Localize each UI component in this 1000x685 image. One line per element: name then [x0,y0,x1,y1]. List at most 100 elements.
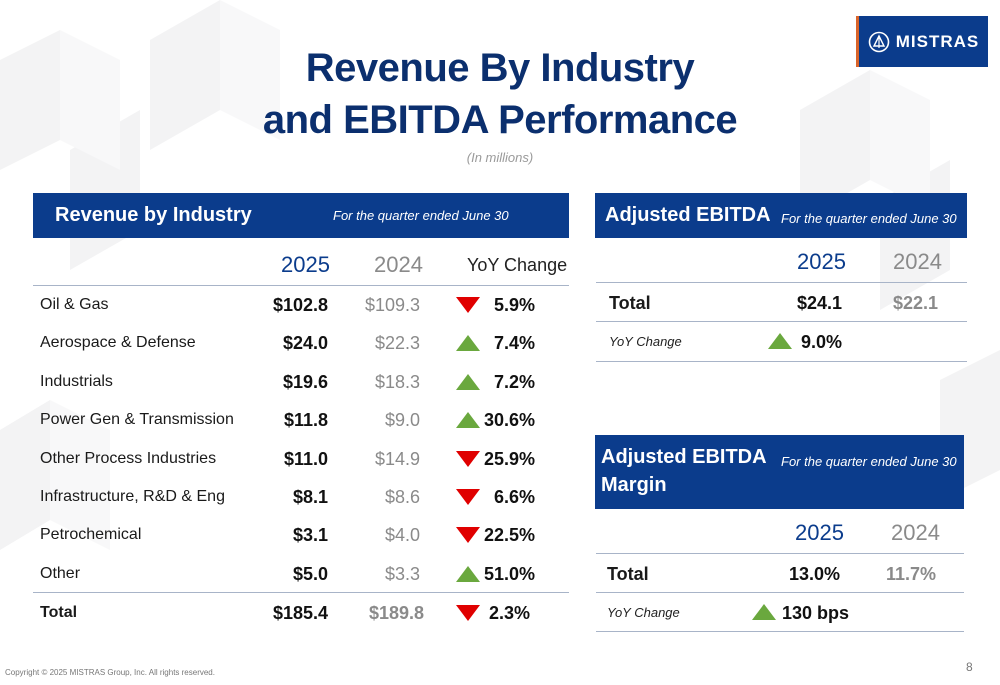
revenue-row-change: 51.0% [483,563,535,584]
margin-total-2024: 11.7% [885,564,936,584]
ebitda-yoy-label: YoY Change [609,334,682,349]
margin-yoy-label: YoY Change [607,605,680,620]
revenue-panel-period: For the quarter ended June 30 [333,208,509,223]
revenue-row-change: 5.9% [493,295,535,315]
revenue-col-2024: 2024 [374,252,423,277]
revenue-total-2024: $189.8 [368,603,424,623]
revenue-row-2025: $102.8 [272,295,328,315]
revenue-row-label: Aerospace & Defense [40,334,196,352]
triangle-up-icon [456,373,480,390]
revenue-row-2025: $11.8 [283,410,328,431]
revenue-row: Infrastructure, R&D & Eng $8.1 $8.6 6.6% [0,478,569,516]
ebitda-yoy-row: YoY Change 9.0% [596,323,967,361]
revenue-panel-title: Revenue by Industry [55,204,252,226]
triangle-up-icon [456,565,480,582]
revenue-row-2025: $8.1 [292,487,328,507]
margin-total-2025: 13.0% [788,564,840,584]
margin-total-label: Total [607,564,649,584]
revenue-row-label: Other Process Industries [40,449,217,467]
revenue-total-row: Total $185.4 $189.8 2.3% [0,594,569,632]
revenue-row-2024: $22.3 [374,333,420,354]
ebitda-panel-title: Adjusted EBITDA [605,204,771,226]
revenue-row-label: Oil & Gas [40,296,109,313]
page-title-line-1: Revenue By Industry [305,46,695,90]
margin-total-row: Total 13.0% 11.7% [596,555,964,593]
revenue-row-2024: $109.3 [364,295,420,315]
ebitda-panel-header: Adjusted EBITDA For the quarter ended Ju… [595,193,967,238]
margin-yoy-value: 130 bps [782,603,850,623]
revenue-row-label: Other [40,564,81,582]
revenue-total-change: 2.3% [488,603,530,623]
copyright-text: Copyright © 2025 MISTRAS Group, Inc. All… [5,668,215,677]
ebitda-total-label: Total [609,293,651,313]
margin-total-divider [596,592,964,593]
revenue-header-divider [33,285,569,286]
triangle-up-icon [752,604,776,620]
revenue-panel-header: Revenue by Industry For the quarter ende… [33,193,569,238]
margin-col-2024: 2024 [891,520,940,545]
mistras-logo: MISTRAS [856,16,988,67]
revenue-row: Industrials $19.6 $18.3 7.2% [0,363,569,401]
revenue-col-2025: 2025 [281,252,330,277]
triangle-down-icon [456,450,480,467]
revenue-row-change: 6.6% [493,487,535,507]
revenue-row: Oil & Gas $102.8 $109.3 5.9% [0,286,569,324]
revenue-row-change: 7.2% [493,371,535,392]
ebitda-total-divider [596,321,967,322]
triangle-up-icon [456,335,480,352]
revenue-row-2025: $11.0 [283,448,328,469]
revenue-row-label: Power Gen & Transmission [40,411,234,429]
revenue-row-change: 25.9% [483,448,535,469]
ebitda-total-row: Total $24.1 $22.1 [596,284,967,322]
revenue-row: Power Gen & Transmission $11.8 $9.0 30.6% [0,401,569,439]
ebitda-panel-period: For the quarter ended June 30 [781,211,957,226]
ebitda-col-2025: 2025 [797,249,846,274]
revenue-row-2025: $5.0 [292,563,328,584]
revenue-row: Other $5.0 $3.3 51.0% [0,555,569,593]
revenue-row-2024: $14.9 [374,448,420,469]
margin-panel-header: Adjusted EBITDA Margin For the quarter e… [595,435,964,509]
page-number: 8 [966,660,973,674]
ebitda-total-2024: $22.1 [892,293,938,313]
revenue-row-label: Petrochemical [40,526,142,544]
margin-header-divider [596,553,964,554]
triangle-down-icon [456,527,480,544]
margin-col-2025: 2025 [795,520,844,545]
ebitda-col-2024: 2024 [893,249,942,274]
triangle-up-icon [456,412,480,429]
margin-bottom-divider [596,631,964,632]
revenue-col-yoy: YoY Change [467,255,568,275]
revenue-row-2024: $8.6 [384,487,420,507]
margin-panel-period: For the quarter ended June 30 [781,454,957,469]
revenue-row-2024: $9.0 [384,410,420,431]
revenue-row: Aerospace & Defense $24.0 $22.3 7.4% [0,324,569,362]
revenue-row: Other Process Industries $11.0 $14.9 25.9% [0,440,569,478]
revenue-row-2024: $3.3 [384,563,420,584]
ebitda-total-2025: $24.1 [796,293,842,313]
revenue-row-label: Infrastructure, R&D & Eng [40,488,225,505]
revenue-row-2024: $4.0 [384,525,420,546]
ebitda-header-divider [596,282,967,283]
revenue-row-2025: $3.1 [292,525,328,546]
ebitda-yoy-value: 9.0% [800,332,842,352]
revenue-total-divider [33,592,569,593]
triangle-down-icon [456,489,480,505]
triangle-up-icon [768,333,792,349]
margin-panel-title: Adjusted EBITDA Margin [601,446,766,496]
revenue-row-label: Industrials [40,372,113,390]
revenue-row-2024: $18.3 [374,371,420,392]
revenue-total-label: Total [40,604,78,621]
page-subtitle: (In millions) [466,150,534,165]
revenue-row-2025: $19.6 [282,371,328,392]
logo-text: MISTRAS [895,31,980,51]
margin-yoy-row: YoY Change 130 bps [596,594,964,632]
revenue-total-2025: $185.4 [272,603,328,623]
triangle-down-icon [456,297,480,313]
revenue-row-2025: $24.0 [282,333,328,354]
triangle-down-icon [456,605,480,621]
page-title-line-2: and EBITDA Performance [262,98,738,142]
revenue-row-change: 30.6% [483,410,535,431]
revenue-row-change: 22.5% [483,525,535,546]
mistras-logo-mark-icon [868,31,890,52]
revenue-row-change: 7.4% [493,333,535,354]
